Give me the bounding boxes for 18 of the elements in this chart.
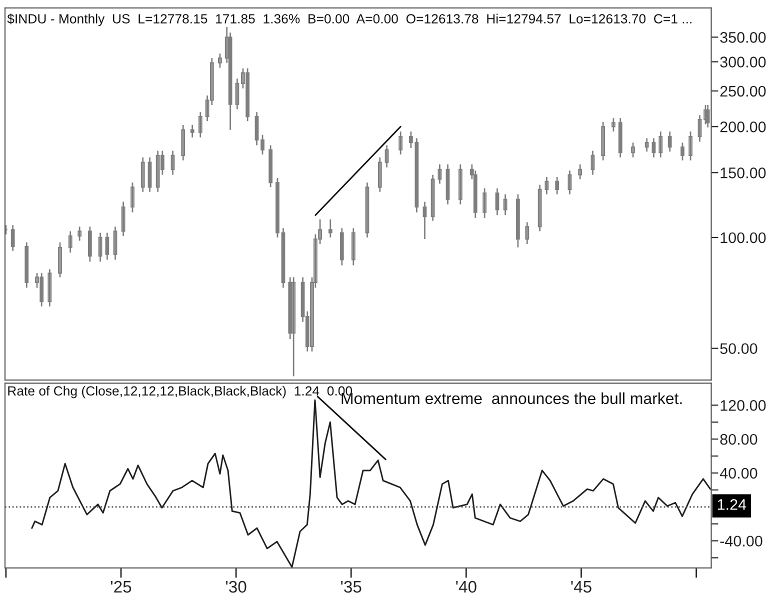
x-tick-label: '35 xyxy=(341,580,362,593)
y-tick-label: 150.00 xyxy=(720,168,766,178)
y-tick-label: 350.00 xyxy=(720,32,766,43)
chart-title: $INDU - Monthly US L=12778.15 171.85 1.36% B=0.00 A=0.00 O=12613.78 Hi=12794.57 Lo=12613.70 C=1 ... xyxy=(7,14,692,26)
y-tick-label: 40.00 xyxy=(720,468,758,479)
y-tick-label: 200.00 xyxy=(720,122,766,132)
x-tick-label: '40 xyxy=(456,580,476,593)
y-tick-label: 250.00 xyxy=(720,86,766,97)
x-tick-label: '25 xyxy=(110,580,132,593)
y-tick-label: 120.00 xyxy=(720,400,766,411)
y-tick-label: -40.00 xyxy=(720,536,762,547)
x-tick-label: '45 xyxy=(571,581,592,593)
x-tick-label: '30 xyxy=(226,580,246,593)
y-tick-label: 80.00 xyxy=(720,434,758,445)
y-tick-label: 100.00 xyxy=(720,232,766,244)
annotation: 1.24 xyxy=(718,499,746,510)
y-tick-label: 50.00 xyxy=(720,343,758,354)
y-tick-label: 300.00 xyxy=(720,56,766,68)
